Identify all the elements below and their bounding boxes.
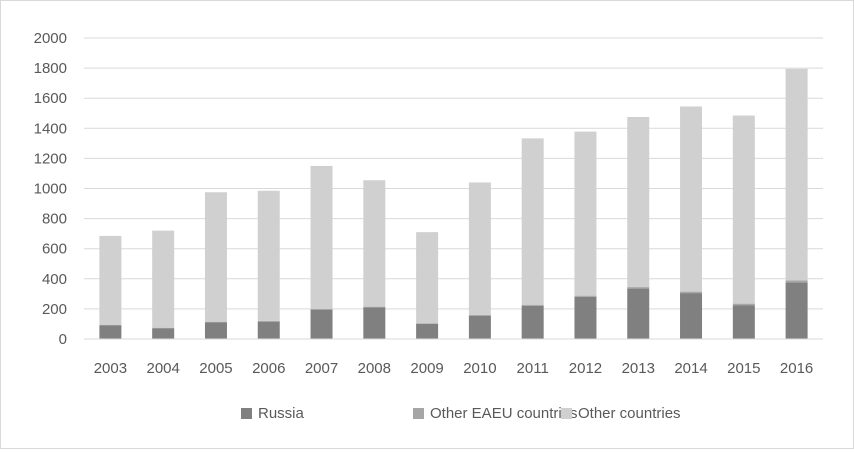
legend: Russia Other EAEU countries Other countrie… bbox=[241, 405, 681, 422]
bar-segment bbox=[627, 288, 650, 339]
bar-segment bbox=[521, 304, 544, 306]
x-tick-label: 2007 bbox=[305, 360, 338, 377]
legend-swatch bbox=[413, 408, 424, 419]
bar-segment bbox=[310, 309, 333, 339]
legend-label: Other countries bbox=[578, 405, 681, 422]
bar-segment bbox=[785, 280, 808, 283]
bar-segment bbox=[257, 190, 280, 321]
x-tick-label: 2003 bbox=[94, 360, 127, 377]
bar-segment bbox=[152, 327, 175, 329]
x-tick-label: 2005 bbox=[199, 360, 232, 377]
bar-segment bbox=[152, 328, 175, 339]
legend-label: Russia bbox=[258, 405, 305, 422]
y-tick-label: 0 bbox=[59, 331, 67, 348]
y-tick-label: 1600 bbox=[34, 90, 67, 107]
y-tick-label: 400 bbox=[42, 271, 67, 288]
bar-segment bbox=[468, 182, 491, 315]
bar-segment bbox=[310, 165, 333, 309]
bar-segment bbox=[521, 305, 544, 339]
bars bbox=[99, 68, 808, 339]
x-tick-label: 2013 bbox=[622, 360, 655, 377]
bar-segment bbox=[574, 295, 597, 297]
bar-segment bbox=[152, 230, 175, 328]
bar-segment bbox=[732, 115, 755, 304]
bar-segment bbox=[732, 303, 755, 306]
y-tick-label: 1200 bbox=[34, 150, 67, 167]
legend-swatch bbox=[561, 408, 572, 419]
bar-segment bbox=[680, 291, 703, 294]
y-tick-label: 800 bbox=[42, 211, 67, 228]
bar-segment bbox=[204, 192, 227, 322]
y-tick-label: 1400 bbox=[34, 120, 67, 137]
bar-segment bbox=[416, 232, 439, 324]
bar-segment bbox=[468, 315, 491, 339]
y-tick-label: 1000 bbox=[34, 181, 67, 198]
x-tick-label: 2016 bbox=[780, 360, 813, 377]
bar-segment bbox=[468, 314, 491, 316]
bar-segment bbox=[680, 293, 703, 339]
x-tick-label: 2008 bbox=[358, 360, 391, 377]
bar-segment bbox=[574, 131, 597, 296]
x-axis-ticks: 2003 2004 2005 2006 2007 2008 2009 2010 2011 2012… bbox=[94, 360, 814, 377]
x-tick-label: 2006 bbox=[252, 360, 285, 377]
x-tick-label: 2009 bbox=[410, 360, 443, 377]
bar-segment bbox=[99, 325, 122, 339]
bar-segment bbox=[416, 323, 439, 324]
bar-segment bbox=[99, 324, 122, 326]
bar-segment bbox=[785, 282, 808, 339]
bar-segment bbox=[732, 305, 755, 339]
bar-segment bbox=[257, 321, 280, 339]
x-tick-label: 2015 bbox=[727, 360, 760, 377]
bar-segment bbox=[310, 308, 333, 310]
y-axis-ticks: 0 200 400 600 800 1000 1200 1400 1600 1800 2000 bbox=[34, 30, 67, 348]
y-tick-label: 1800 bbox=[34, 60, 67, 77]
y-tick-label: 200 bbox=[42, 301, 67, 318]
x-tick-label: 2012 bbox=[569, 360, 602, 377]
x-tick-label: 2004 bbox=[146, 360, 179, 377]
x-tick-label: 2010 bbox=[463, 360, 496, 377]
bar-segment bbox=[521, 138, 544, 305]
x-tick-label: 2014 bbox=[674, 360, 707, 377]
bar-segment bbox=[416, 323, 439, 339]
bar-segment bbox=[680, 106, 703, 292]
x-tick-label: 2011 bbox=[517, 360, 549, 377]
legend-label: Other EAEU countries bbox=[430, 405, 578, 422]
bar-segment bbox=[785, 68, 808, 281]
bar-segment bbox=[627, 117, 650, 288]
bar-segment bbox=[627, 287, 650, 289]
gridlines bbox=[84, 37, 823, 310]
legend-swatch bbox=[241, 408, 252, 419]
y-tick-label: 600 bbox=[42, 241, 67, 258]
bar-segment bbox=[574, 296, 597, 339]
bar-segment bbox=[204, 322, 227, 339]
bar-segment bbox=[363, 180, 386, 307]
y-tick-label: 2000 bbox=[34, 30, 67, 47]
bar-segment bbox=[363, 307, 386, 339]
bar-segment bbox=[363, 306, 386, 308]
bar-segment bbox=[99, 235, 122, 325]
bar-segment bbox=[257, 320, 280, 322]
bar-segment bbox=[204, 321, 227, 323]
